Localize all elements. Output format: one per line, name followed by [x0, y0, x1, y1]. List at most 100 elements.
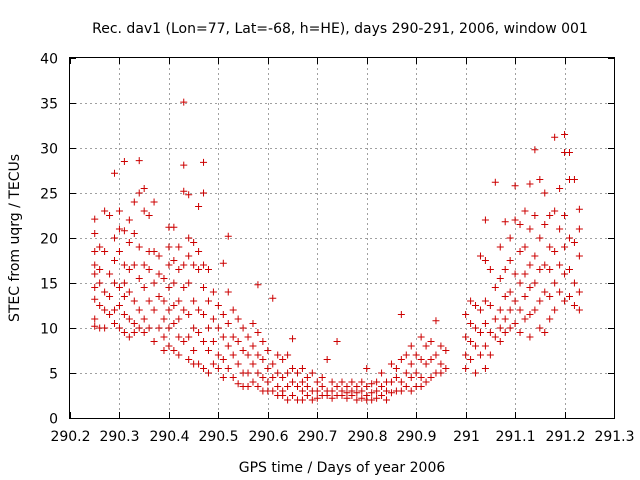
data-point: [511, 216, 519, 224]
data-point: [333, 338, 341, 345]
data-point: [308, 396, 316, 404]
data-point: [219, 333, 227, 341]
data-point: [234, 380, 242, 388]
data-point: [101, 306, 109, 314]
y-tick-label: 0: [49, 412, 58, 428]
x-tick-label: 291.2: [545, 429, 585, 445]
data-point: [442, 365, 450, 372]
data-point: [284, 396, 292, 404]
data-point: [96, 279, 104, 287]
data-point: [486, 351, 494, 359]
data-point: [145, 212, 153, 219]
data-point: [472, 369, 480, 377]
data-point: [556, 288, 564, 296]
data-point: [298, 365, 306, 372]
data-point: [130, 261, 138, 269]
data-point: [526, 180, 534, 188]
data-point: [145, 297, 153, 305]
data-point: [303, 374, 311, 381]
data-point: [224, 365, 232, 372]
data-point: [180, 98, 188, 106]
data-point: [91, 215, 99, 223]
data-point: [422, 360, 430, 368]
data-point: [397, 311, 405, 318]
data-point: [91, 284, 99, 291]
data-point: [541, 189, 549, 197]
data-point: [318, 374, 326, 381]
axis-ticks: [70, 58, 615, 419]
data-point: [328, 387, 336, 395]
data-point: [135, 157, 143, 165]
data-point: [437, 360, 445, 368]
data-point: [289, 378, 297, 386]
data-point: [195, 360, 203, 368]
data-point: [204, 266, 212, 273]
data-point: [575, 252, 583, 260]
data-point: [111, 306, 119, 314]
data-point: [496, 275, 504, 282]
x-axis-label: GPS time / Days of year 2006: [239, 460, 446, 476]
data-point: [259, 338, 267, 345]
data-point: [561, 212, 569, 219]
data-point: [328, 394, 336, 402]
data-point: [150, 198, 158, 206]
x-tick-label: 290.4: [149, 429, 189, 445]
data-point: [432, 317, 440, 325]
data-point: [284, 351, 292, 359]
data-point: [565, 293, 573, 300]
data-point: [293, 369, 301, 377]
data-point: [264, 378, 272, 386]
data-point: [125, 288, 133, 296]
data-point: [472, 324, 480, 332]
data-point: [170, 347, 178, 354]
data-point: [195, 248, 203, 255]
data-point: [570, 176, 578, 183]
data-point: [160, 315, 168, 323]
data-point: [343, 383, 351, 390]
data-point: [150, 248, 158, 255]
data-point: [234, 315, 242, 323]
data-point: [536, 266, 544, 273]
data-point: [462, 351, 470, 359]
data-point: [254, 369, 262, 377]
data-point: [279, 392, 287, 399]
data-point: [472, 342, 480, 350]
data-point: [120, 293, 128, 300]
data-point: [106, 270, 114, 278]
data-point: [467, 356, 475, 363]
data-point: [506, 306, 514, 314]
data-point: [521, 293, 529, 300]
data-point: [437, 369, 445, 377]
data-point: [204, 369, 212, 377]
data-point: [565, 234, 573, 242]
data-point: [91, 248, 99, 255]
data-point: [422, 342, 430, 350]
data-point: [476, 329, 484, 336]
data-point: [511, 270, 519, 278]
data-point: [106, 293, 114, 300]
data-point: [185, 252, 193, 260]
data-point: [274, 351, 282, 359]
data-point: [229, 351, 237, 359]
data-point: [551, 306, 559, 314]
data-point: [387, 360, 395, 368]
data-point: [101, 248, 109, 255]
y-tick-label: 30: [40, 142, 58, 158]
data-point: [175, 243, 183, 251]
data-point: [170, 302, 178, 309]
data-point: [496, 306, 504, 314]
data-point: [175, 266, 183, 273]
data-point: [437, 342, 445, 350]
data-point: [546, 266, 554, 273]
data-point: [170, 223, 178, 231]
y-tick-labels: 0 5 10 15 20 25 30 35 40: [40, 52, 58, 428]
data-point: [531, 279, 539, 287]
data-point: [516, 248, 524, 255]
data-point: [180, 261, 188, 269]
data-point: [516, 221, 524, 228]
data-point: [155, 270, 163, 278]
data-point: [575, 288, 583, 296]
data-point: [214, 351, 222, 359]
data-point: [244, 383, 252, 390]
data-point: [476, 351, 484, 359]
